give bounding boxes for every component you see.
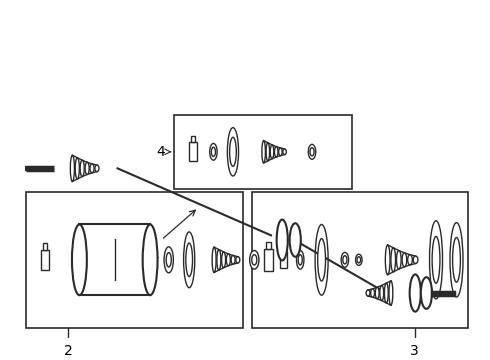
Ellipse shape (80, 160, 84, 176)
Ellipse shape (343, 256, 347, 264)
Ellipse shape (430, 221, 442, 299)
Bar (282, 246, 285, 251)
Polygon shape (214, 247, 238, 273)
Bar (174, 115, 352, 189)
Ellipse shape (385, 245, 390, 275)
Ellipse shape (290, 223, 301, 257)
Ellipse shape (357, 257, 361, 263)
Ellipse shape (249, 251, 259, 269)
Ellipse shape (143, 225, 158, 295)
Ellipse shape (283, 149, 286, 154)
Ellipse shape (226, 254, 230, 266)
Ellipse shape (231, 256, 235, 264)
Ellipse shape (366, 290, 370, 296)
Ellipse shape (296, 251, 304, 269)
Ellipse shape (279, 148, 282, 156)
Ellipse shape (432, 237, 440, 283)
Ellipse shape (166, 253, 172, 267)
Ellipse shape (341, 252, 348, 267)
Ellipse shape (308, 144, 316, 159)
Ellipse shape (421, 277, 432, 309)
Text: 2: 2 (64, 345, 73, 358)
Bar (41, 249, 49, 270)
Bar (79, 225, 150, 295)
Ellipse shape (184, 232, 195, 288)
Ellipse shape (413, 256, 418, 264)
Ellipse shape (212, 247, 216, 273)
Ellipse shape (274, 147, 278, 157)
Ellipse shape (210, 143, 217, 160)
Ellipse shape (408, 255, 412, 265)
Ellipse shape (71, 155, 74, 181)
Bar (267, 242, 270, 249)
Ellipse shape (389, 281, 393, 305)
Ellipse shape (95, 165, 99, 172)
Ellipse shape (371, 289, 374, 297)
Ellipse shape (75, 158, 79, 179)
Bar (189, 142, 196, 162)
Ellipse shape (277, 220, 288, 261)
Ellipse shape (252, 255, 257, 265)
Bar (26, 192, 243, 328)
Text: 3: 3 (410, 345, 419, 358)
Ellipse shape (230, 137, 236, 166)
Ellipse shape (85, 162, 89, 175)
Polygon shape (73, 155, 97, 181)
Ellipse shape (356, 254, 362, 265)
Ellipse shape (186, 243, 193, 276)
Ellipse shape (217, 249, 221, 270)
Ellipse shape (236, 257, 240, 263)
Polygon shape (368, 281, 391, 305)
Ellipse shape (318, 239, 325, 281)
Ellipse shape (391, 248, 395, 272)
Polygon shape (264, 141, 285, 163)
Ellipse shape (396, 251, 401, 269)
Ellipse shape (266, 143, 270, 161)
Ellipse shape (227, 128, 239, 176)
Bar (252, 192, 468, 328)
Ellipse shape (375, 287, 379, 299)
Ellipse shape (262, 141, 266, 163)
Ellipse shape (385, 283, 388, 303)
Polygon shape (388, 245, 416, 275)
Ellipse shape (410, 274, 421, 312)
Ellipse shape (380, 285, 384, 301)
Ellipse shape (402, 253, 407, 267)
Ellipse shape (450, 222, 463, 297)
Text: 4: 4 (156, 145, 165, 159)
Ellipse shape (72, 225, 87, 295)
Ellipse shape (315, 225, 328, 295)
Ellipse shape (310, 148, 314, 156)
Bar (191, 136, 195, 142)
Bar (265, 249, 273, 271)
Ellipse shape (453, 238, 461, 282)
Ellipse shape (221, 252, 225, 268)
Ellipse shape (90, 164, 94, 173)
Bar (280, 251, 287, 268)
Ellipse shape (298, 255, 302, 265)
Bar (43, 243, 47, 249)
Ellipse shape (211, 147, 216, 156)
Ellipse shape (164, 247, 173, 273)
Ellipse shape (270, 145, 274, 159)
Text: 1: 1 (150, 247, 159, 261)
